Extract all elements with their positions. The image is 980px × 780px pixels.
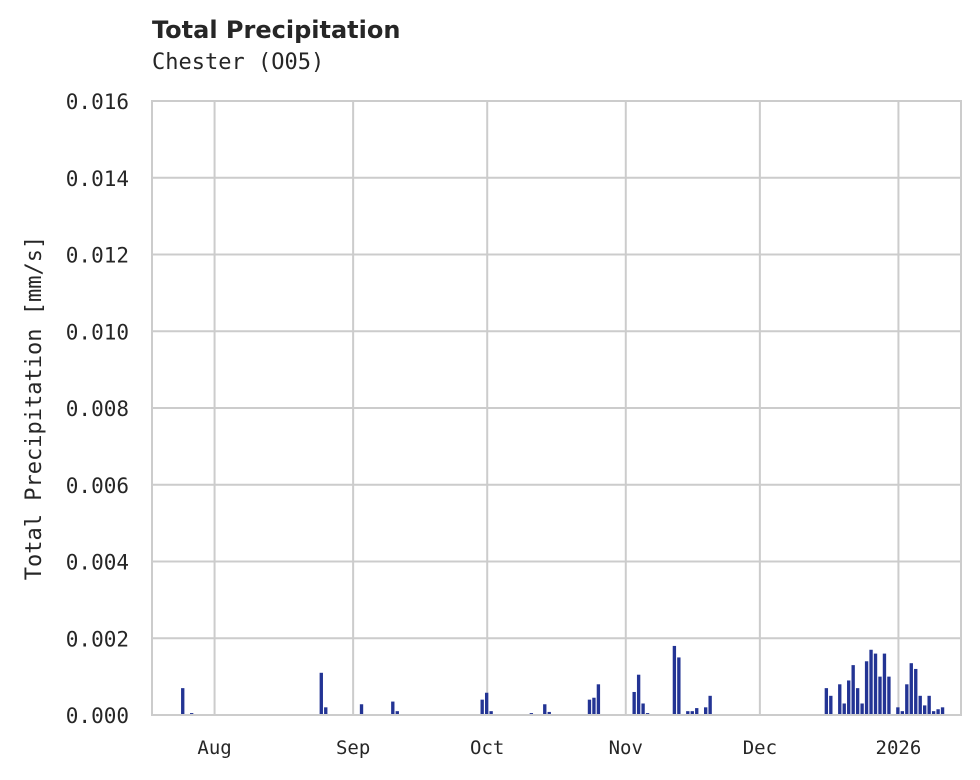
precipitation-bar bbox=[887, 676, 891, 715]
grid-lines bbox=[152, 100, 961, 716]
y-tick-label: 0.010 bbox=[66, 320, 129, 344]
precipitation-bar bbox=[923, 705, 927, 715]
precipitation-bar bbox=[359, 704, 364, 715]
precipitation-bar bbox=[931, 711, 936, 715]
y-tick-label: 0.002 bbox=[66, 627, 129, 651]
precipitation-bar bbox=[864, 661, 869, 715]
precipitation-bar bbox=[547, 711, 551, 715]
precipitation-bar bbox=[905, 684, 909, 715]
precipitation-bar bbox=[484, 692, 489, 715]
y-axis-ticks: 0.000 0.002 0.004 0.006 0.008 0.010 0.012 0.014… bbox=[66, 90, 129, 728]
precipitation-bar bbox=[896, 707, 900, 715]
plot-frame bbox=[151, 100, 962, 716]
precipitation-bar bbox=[829, 695, 833, 715]
precipitation-bar bbox=[596, 684, 601, 715]
precipitation-bar bbox=[838, 684, 842, 715]
precipitation-bar bbox=[686, 711, 690, 715]
precipitation-bar bbox=[703, 707, 708, 715]
precipitation-bar bbox=[918, 695, 922, 715]
precipitation-bar bbox=[632, 691, 636, 715]
x-tick-label: Nov bbox=[609, 737, 643, 759]
precipitation-bar bbox=[592, 697, 596, 715]
precipitation-bar bbox=[690, 711, 694, 715]
precipitation-bar bbox=[940, 707, 945, 715]
y-tick-label: 0.012 bbox=[66, 244, 129, 268]
x-tick-label: Sep bbox=[336, 737, 370, 759]
precipitation-bar bbox=[927, 695, 931, 715]
y-tick-label: 0.006 bbox=[66, 474, 129, 498]
precipitation-bar bbox=[672, 645, 677, 715]
precipitation-bar bbox=[869, 649, 873, 715]
x-tick-label: Dec bbox=[743, 737, 777, 759]
x-tick-label: Aug bbox=[197, 737, 231, 759]
precipitation-bar bbox=[587, 699, 592, 715]
precipitation-bar bbox=[882, 653, 887, 715]
x-axis-ticks: Aug Sep Oct Nov Dec 2026 bbox=[197, 737, 921, 759]
precipitation-bar bbox=[324, 707, 328, 715]
precipitation-bar bbox=[842, 703, 846, 715]
precipitation-bar bbox=[873, 653, 878, 715]
precipitation-bar bbox=[677, 657, 681, 715]
precipitation-bar bbox=[636, 674, 641, 715]
precipitation-bar bbox=[489, 711, 493, 715]
y-axis-label: Total Precipitation [mm/s] bbox=[22, 236, 47, 580]
precipitation-bar bbox=[543, 704, 547, 715]
y-tick-label: 0.000 bbox=[66, 704, 129, 728]
chart-subtitle: Chester (O05) bbox=[152, 50, 325, 75]
precipitation-bar bbox=[391, 701, 395, 715]
precipitation-bar bbox=[860, 703, 864, 715]
precipitation-bars bbox=[181, 645, 945, 715]
precipitation-bar bbox=[900, 711, 905, 715]
precipitation-bar bbox=[878, 676, 882, 715]
y-tick-label: 0.014 bbox=[66, 167, 129, 191]
precipitation-bar bbox=[936, 709, 940, 715]
precipitation-bar bbox=[909, 663, 913, 715]
precipitation-bar bbox=[851, 665, 855, 715]
precipitation-bar bbox=[319, 672, 323, 715]
precipitation-bar bbox=[708, 695, 712, 715]
precipitation-bar bbox=[641, 703, 645, 715]
chart-title: Total Precipitation bbox=[152, 16, 401, 44]
precipitation-bar bbox=[695, 708, 699, 715]
precipitation-bar bbox=[181, 688, 185, 715]
x-tick-label: Oct bbox=[470, 737, 504, 759]
y-tick-label: 0.016 bbox=[66, 90, 129, 114]
precipitation-bar bbox=[480, 699, 484, 715]
precipitation-bar bbox=[914, 668, 918, 715]
precipitation-bar bbox=[824, 688, 829, 715]
precipitation-bar bbox=[847, 680, 851, 715]
y-tick-label: 0.004 bbox=[66, 551, 129, 575]
precipitation-bar bbox=[855, 688, 860, 715]
y-tick-label: 0.008 bbox=[66, 397, 129, 421]
x-tick-label: 2026 bbox=[876, 737, 922, 759]
precipitation-bar bbox=[395, 711, 399, 715]
